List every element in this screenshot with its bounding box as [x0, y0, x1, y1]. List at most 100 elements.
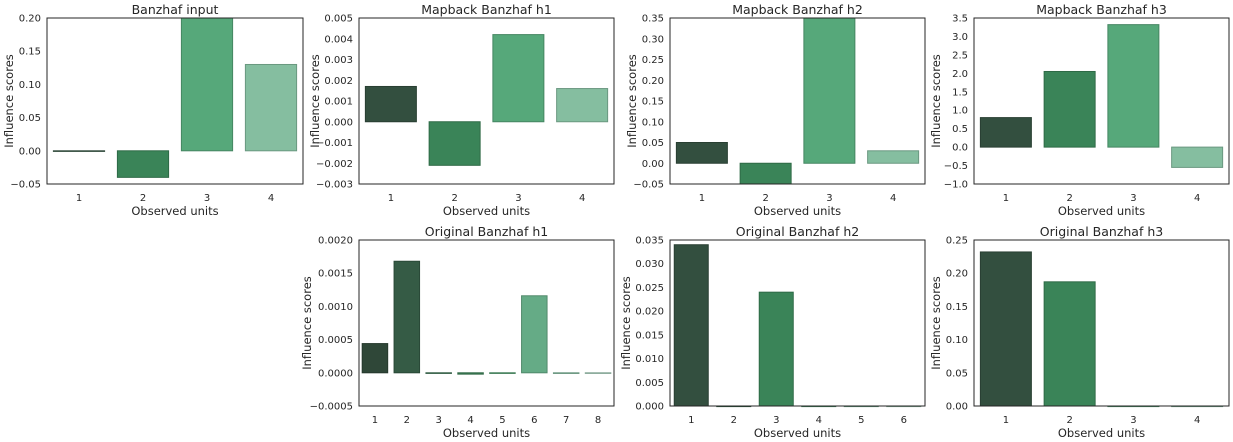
x-tick-label: 1: [388, 193, 394, 204]
y-tick-label: 0.0005: [318, 335, 353, 346]
y-tick-label: 0.10: [946, 335, 968, 346]
y-tick-label: 0.00: [19, 146, 41, 157]
y-tick-label: 0.0015: [318, 269, 353, 280]
y-tick-label: 0.003: [324, 55, 353, 66]
x-axis-label: Observed units: [131, 204, 218, 218]
y-tick-label: 1.0: [952, 106, 968, 117]
y-tick-label: 0.20: [19, 14, 41, 25]
x-axis-label: Observed units: [443, 426, 530, 440]
x-axis-label: Observed units: [754, 204, 841, 218]
x-axis-label: Observed units: [1058, 426, 1145, 440]
y-tick-label: 0.025: [635, 283, 664, 294]
bar-1: [673, 244, 709, 407]
x-tick-label: 3: [1130, 193, 1136, 204]
x-tick-label: 2: [1066, 193, 1072, 204]
bar-2: [428, 121, 481, 166]
y-tick-label: −0.003: [316, 180, 353, 191]
chart-title: Mapback Banzhaf h3: [1036, 2, 1167, 17]
axes-frame: [358, 239, 615, 407]
x-tick-label: 2: [404, 415, 410, 426]
bar-4: [244, 63, 298, 152]
y-tick-label: −0.5: [944, 161, 968, 172]
bar-3: [758, 291, 794, 407]
axes-frame: [973, 239, 1230, 407]
x-tick-label: 1: [688, 415, 694, 426]
bar-3: [425, 372, 452, 374]
x-tick-label: 1: [372, 415, 378, 426]
x-tick-label: 1: [1003, 415, 1009, 426]
x-tick-label: 2: [451, 193, 457, 204]
chart-panel-5: −0.0005 0.0000 0.0005 0.0010 0.0015 0.0020 1 2 3…: [300, 224, 615, 440]
x-tick-label: 4: [1194, 415, 1200, 426]
bar-3: [492, 34, 545, 123]
bar-2: [393, 260, 421, 374]
y-axis-label: Influence scores: [929, 276, 943, 370]
x-tick-label: 5: [858, 415, 864, 426]
chart-title: Mapback Banzhaf h1: [421, 2, 552, 17]
y-tick-label: 0.05: [642, 138, 664, 149]
axes-frame: [46, 17, 304, 185]
bar-4: [867, 150, 920, 164]
y-tick-label: −0.0005: [310, 402, 353, 413]
y-tick-label: 0.0000: [318, 368, 353, 379]
y-tick-label: 0.004: [324, 34, 353, 45]
chart-panel-4: −1.0 −0.5 0.0 0.5 1.0 1.5 2.0 2.5 3.0 3.5 1 2 3 4 Mapb…: [929, 2, 1230, 218]
x-tick-label: 2: [1066, 415, 1072, 426]
x-tick-label: 6: [901, 415, 907, 426]
chart-panel-1: −0.05 0.00 0.05 0.10 0.15 0.20 1 2 3 4 Banzhaf inp…: [2, 2, 304, 218]
y-tick-label: 0.35: [642, 14, 664, 25]
chart-panel-3: −0.05 0.00 0.05 0.10 0.15 0.20 0.25 0.30 0.35 1 2 3…: [625, 2, 926, 218]
y-tick-label: 0.30: [642, 34, 664, 45]
x-tick-label: 8: [595, 415, 601, 426]
y-axis-label: Influence scores: [929, 54, 943, 148]
chart-title: Mapback Banzhaf h2: [732, 2, 863, 17]
y-tick-label: 1.5: [952, 87, 968, 98]
y-tick-label: 0.020: [635, 307, 664, 318]
x-tick-label: 3: [1130, 415, 1136, 426]
x-tick-label: 3: [515, 193, 521, 204]
y-tick-label: 0.005: [324, 14, 353, 25]
chart-panel-6: 0.000 0.005 0.010 0.015 0.020 0.025 0.030 0.035…: [619, 224, 926, 440]
y-tick-label: 0.5: [952, 124, 968, 135]
x-tick-label: 3: [436, 415, 442, 426]
y-tick-label: 0.002: [324, 76, 353, 87]
x-tick-label: 6: [531, 415, 537, 426]
y-tick-label: 0.0: [952, 143, 968, 154]
x-tick-label: 1: [1003, 193, 1009, 204]
chart-panel-7: 0.00 0.05 0.10 0.15 0.20 0.25 1 2 3 4 Original Ban…: [929, 224, 1230, 440]
axes-frame: [973, 17, 1230, 185]
y-tick-label: 0.05: [946, 368, 968, 379]
y-tick-label: 0.20: [946, 269, 968, 280]
y-tick-label: 0.000: [324, 117, 353, 128]
x-tick-label: 3: [204, 193, 210, 204]
y-tick-label: 0.0010: [318, 302, 353, 313]
y-tick-label: −1.0: [944, 180, 968, 191]
chart-title: Original Banzhaf h3: [1040, 224, 1163, 239]
y-axis-label: Influence scores: [619, 276, 633, 370]
chart-title: Original Banzhaf h2: [736, 224, 859, 239]
bar-2: [116, 150, 170, 178]
x-tick-label: 4: [268, 193, 274, 204]
y-tick-label: −0.001: [316, 138, 353, 149]
x-tick-label: 4: [816, 415, 822, 426]
y-tick-label: 0.00: [946, 402, 968, 413]
y-tick-label: −0.05: [633, 180, 664, 191]
x-tick-label: 4: [890, 193, 896, 204]
y-tick-label: 0.20: [642, 76, 664, 87]
y-axis-label: Influence scores: [300, 276, 314, 370]
y-axis-label: Influence scores: [625, 54, 639, 148]
y-tick-label: 0.0020: [318, 236, 353, 247]
x-axis-label: Observed units: [754, 426, 841, 440]
y-axis-label: Influence scores: [2, 54, 16, 148]
y-tick-label: −0.002: [316, 159, 353, 170]
x-tick-label: 4: [467, 415, 473, 426]
y-tick-label: 0.25: [946, 236, 968, 247]
y-tick-label: 3.0: [952, 32, 968, 43]
bar-1: [675, 142, 728, 164]
x-tick-label: 4: [579, 193, 585, 204]
x-tick-label: 2: [731, 415, 737, 426]
bar-7: [552, 372, 580, 374]
bar-4: [1171, 146, 1224, 168]
y-tick-label: 2.0: [952, 69, 968, 80]
y-tick-label: 3.5: [952, 14, 968, 25]
